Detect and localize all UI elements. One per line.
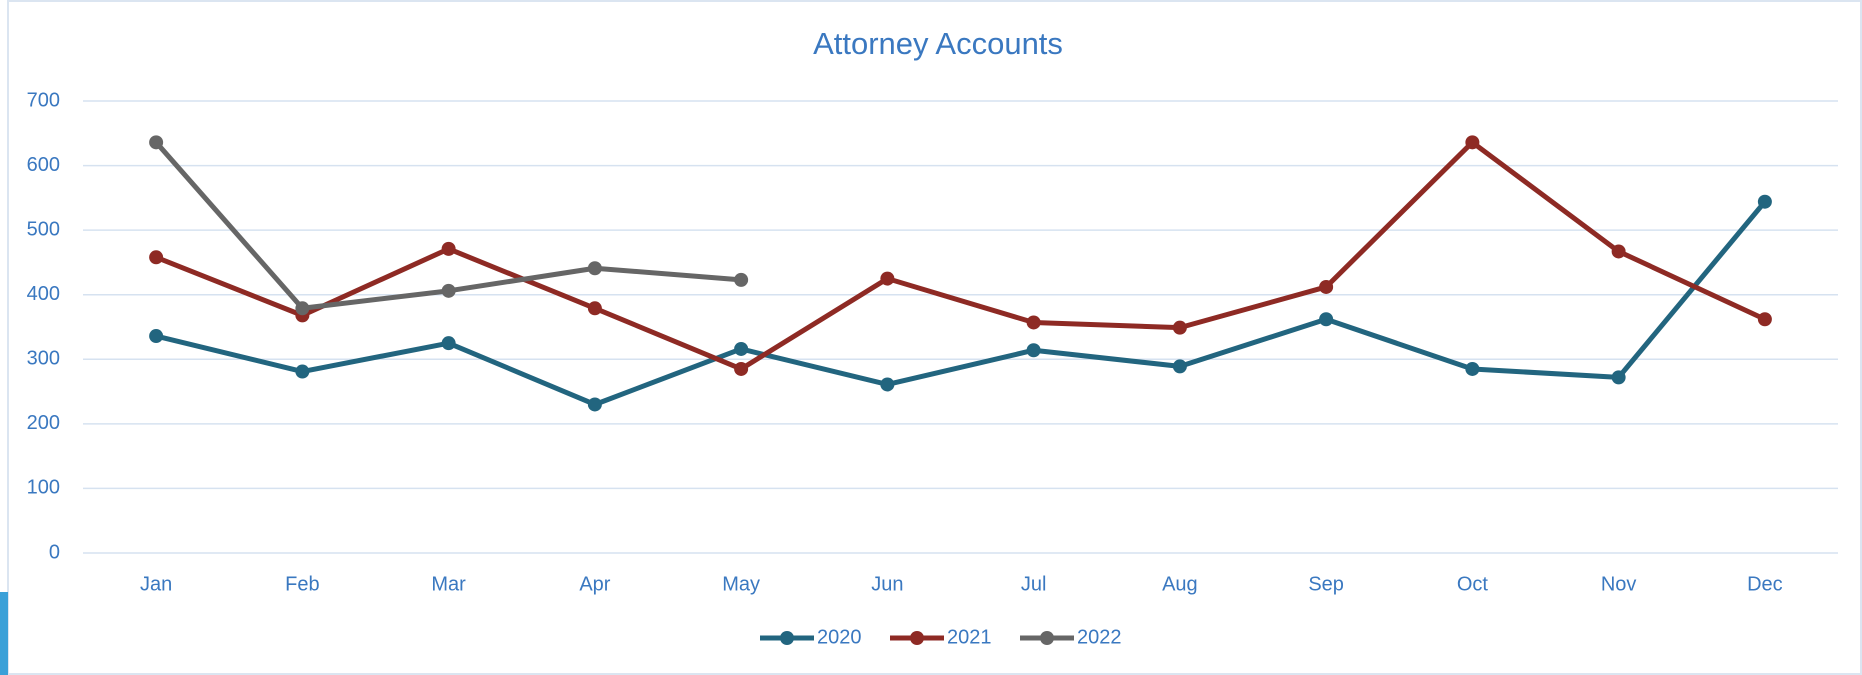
data-point (1172, 320, 1187, 335)
x-tick-label: Aug (1162, 573, 1198, 595)
data-point (1319, 312, 1334, 327)
x-tick-label: May (722, 573, 760, 595)
data-point (587, 397, 602, 412)
legend-label: 2022 (1077, 626, 1122, 648)
x-tick-label: Jun (871, 573, 903, 595)
chart-title: Attorney Accounts (813, 26, 1063, 61)
series-line (155, 200, 1767, 407)
data-point (149, 250, 164, 265)
x-tick-label: Apr (579, 573, 610, 595)
x-tick-label: Nov (1601, 573, 1637, 595)
data-point (1172, 359, 1187, 374)
x-tick-label: Jul (1021, 573, 1047, 595)
data-point (1465, 361, 1480, 376)
legend-marker (780, 631, 794, 645)
data-point (295, 364, 310, 379)
y-tick-label: 700 (27, 89, 60, 111)
data-point (441, 283, 456, 298)
data-point (587, 261, 602, 276)
data-point (1757, 312, 1772, 327)
y-tick-label: 100 (27, 477, 60, 499)
data-point (295, 301, 310, 316)
y-tick-label: 600 (27, 154, 60, 176)
data-point (1319, 279, 1334, 294)
data-point (734, 361, 749, 376)
data-point (441, 336, 456, 351)
chart-frame (7, 0, 1862, 675)
data-point (149, 329, 164, 344)
y-tick-label: 200 (27, 412, 60, 434)
y-tick-label: 0 (49, 541, 60, 563)
data-point (734, 341, 749, 356)
side-tab (0, 592, 8, 675)
series-line (154, 140, 742, 311)
x-tick-label: Sep (1308, 573, 1344, 595)
legend-label: 2021 (947, 626, 992, 648)
data-point (1026, 315, 1041, 330)
legend-marker (910, 631, 924, 645)
x-tick-label: Dec (1747, 573, 1783, 595)
data-point (1757, 194, 1772, 209)
series-line (155, 139, 1766, 372)
legend-marker (1040, 631, 1054, 645)
data-point (1611, 370, 1626, 385)
data-point (441, 241, 456, 256)
x-tick-label: Jan (140, 573, 172, 595)
data-point (880, 377, 895, 392)
x-tick-label: Feb (285, 573, 319, 595)
data-point (880, 271, 895, 286)
legend-label: 2020 (817, 626, 862, 648)
y-tick-label: 400 (27, 283, 60, 305)
y-tick-label: 500 (27, 218, 60, 240)
data-point (587, 301, 602, 316)
x-tick-label: Oct (1457, 573, 1489, 595)
data-point (1611, 244, 1626, 259)
data-point (734, 272, 749, 287)
data-point (1026, 343, 1041, 358)
data-point (1465, 135, 1480, 150)
x-tick-label: Mar (431, 573, 466, 595)
data-point (149, 135, 164, 150)
y-tick-label: 300 (27, 348, 60, 370)
